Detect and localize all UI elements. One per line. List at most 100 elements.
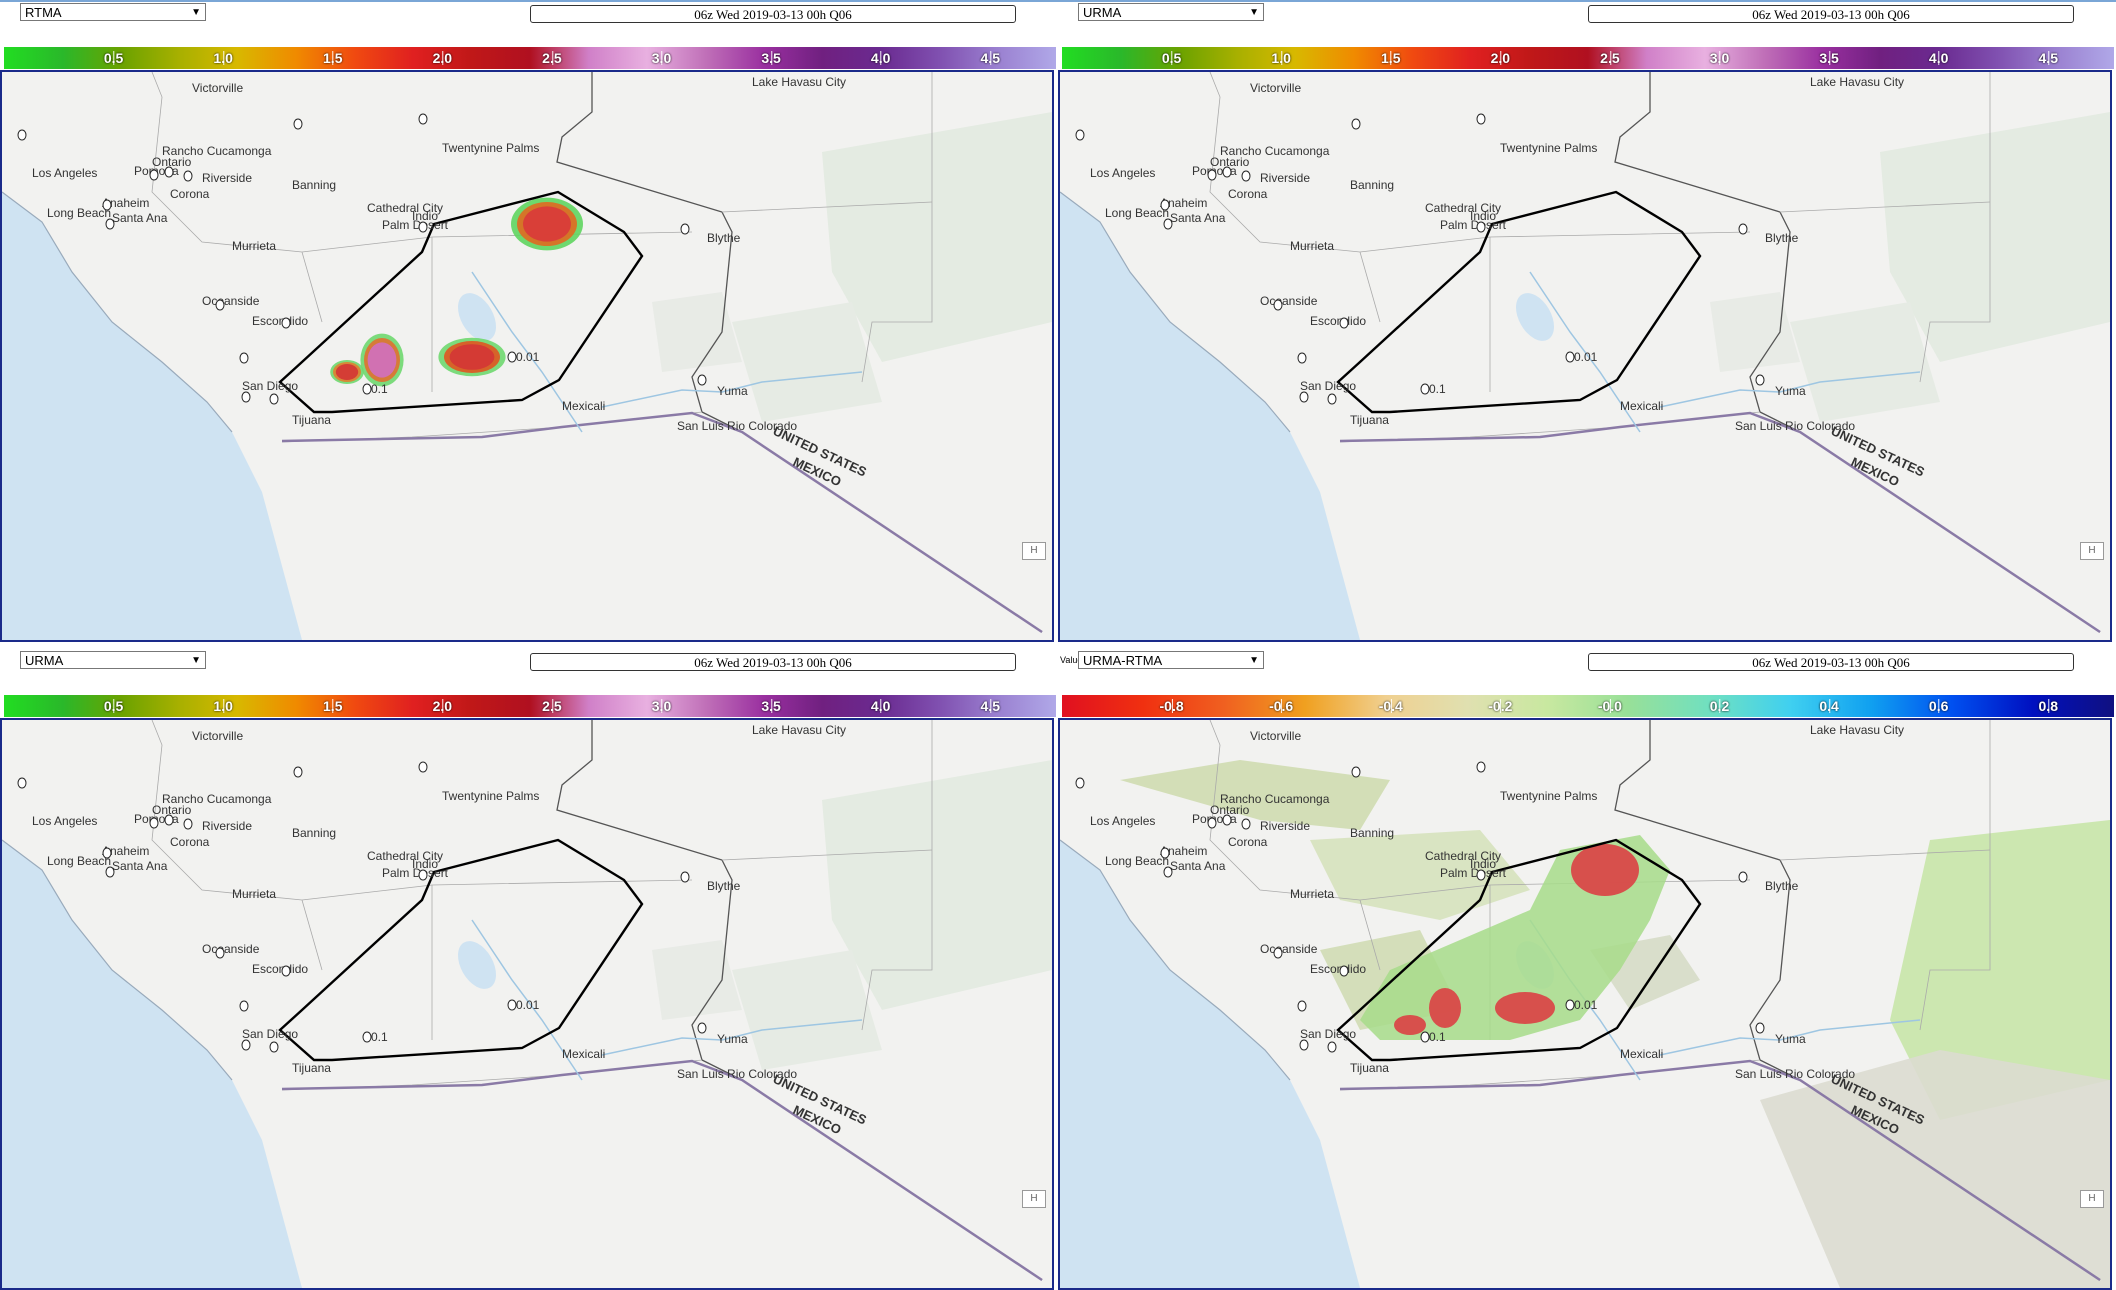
state-border [1614, 720, 2101, 1281]
colorbar-tick-label: 3.5 [761, 695, 780, 717]
forecast-area-polygon [278, 190, 644, 414]
colorbar-tick-label: -0.6 [1269, 695, 1293, 717]
field-select-value: RTMA [25, 5, 62, 20]
city-label: Anaheim [102, 844, 149, 858]
field-select[interactable]: URMA-RTMA ▼ [1078, 651, 1264, 669]
city-label: San Diego [1300, 379, 1356, 393]
station-marker [1476, 761, 1486, 773]
city-label: Indio [1470, 209, 1496, 223]
field-select[interactable]: URMA ▼ [20, 651, 206, 669]
ocean-area [2, 192, 302, 640]
forecast-area-polygon [278, 838, 644, 1062]
county-border [1779, 201, 1991, 213]
station-marker [102, 847, 112, 859]
city-label: Victorville [192, 729, 243, 743]
time-display[interactable]: 06z Wed 2019-03-13 00h Q06 [1588, 653, 2074, 671]
city-label: Oceanside [202, 294, 260, 308]
scale-icon[interactable]: H [2080, 542, 2104, 560]
station-marker [241, 391, 251, 403]
station-marker [269, 1041, 279, 1053]
scale-icon[interactable]: H [1022, 542, 1046, 560]
time-display[interactable]: 06z Wed 2019-03-13 00h Q06 [1588, 5, 2074, 23]
city-label: Victorville [1250, 729, 1301, 743]
city-label: Rancho Cucamonga [162, 144, 272, 158]
city-label: Mexicali [562, 1047, 605, 1061]
ocean-area [2, 840, 302, 1288]
station-marker [281, 317, 291, 329]
city-label: Oceanside [1260, 942, 1318, 956]
county-border [1359, 251, 1381, 323]
city-label: Escondido [252, 314, 308, 328]
station-marker [215, 299, 225, 311]
precip-blob [367, 342, 397, 378]
state-border [1614, 72, 2101, 633]
city-label: Ontario [152, 803, 192, 817]
field-select[interactable]: RTMA ▼ [20, 3, 206, 21]
city-label: Riverside [202, 819, 252, 833]
colorbar-tick-label: 0.2 [1710, 695, 1729, 717]
city-label: Tijuana [1350, 413, 1389, 427]
city-label: San Luis Rio Colorado [677, 419, 797, 433]
colorbar-tick-label: 0.5 [104, 47, 123, 69]
city-label: Cathedral City [367, 849, 443, 863]
colorbar-tick-label: 0.5 [1162, 47, 1181, 69]
svg-text:0.01: 0.01 [516, 998, 540, 1012]
station-marker [697, 1022, 707, 1034]
map-panel-2: URMA ▼ 06z Wed 2019-03-13 00h Q06 0.5 1.0 1… [0, 648, 1056, 1290]
station-marker [1476, 221, 1486, 233]
city-label: Victorville [1250, 81, 1301, 95]
station-marker: 0.1 [362, 1030, 388, 1044]
time-display[interactable]: 06z Wed 2019-03-13 00h Q06 [530, 5, 1016, 23]
terrain-shade [652, 292, 742, 372]
station-marker [1163, 866, 1173, 878]
colorbar-tick-label: 0.5 [104, 695, 123, 717]
field-select[interactable]: URMA ▼ [1078, 3, 1264, 21]
station-marker [418, 761, 428, 773]
city-label: Blythe [1765, 231, 1799, 245]
terrain-shade [1790, 302, 1940, 422]
city-label: San Luis Rio Colorado [677, 1067, 797, 1081]
colorbar: 0.5 1.0 1.5 2.0 2.5 3.0 3.5 4.0 4.5 [4, 695, 1056, 717]
river [1659, 371, 1921, 408]
field-select-value: URMA [1083, 5, 1122, 20]
city-label: Los Angeles [32, 166, 97, 180]
value-label: Value [1060, 655, 1083, 665]
river [1659, 1019, 1921, 1056]
city-label: Banning [1350, 178, 1394, 192]
station-marker [1755, 374, 1765, 386]
svg-text:0.1: 0.1 [371, 382, 388, 396]
city-label: Palm Desert [382, 866, 449, 880]
city-label: Twentynine Palms [442, 141, 539, 155]
city-label: Yuma [1775, 384, 1806, 398]
coastline [2, 839, 233, 1081]
time-display[interactable]: 06z Wed 2019-03-13 00h Q06 [530, 653, 1016, 671]
city-label: Corona [1228, 187, 1268, 201]
precip-blob [335, 364, 359, 380]
terrain-shade [1890, 820, 2110, 1120]
colorbar-tick-label: 0.4 [1819, 695, 1838, 717]
county-border [1339, 411, 1761, 443]
city-label: Corona [170, 835, 210, 849]
station-marker [164, 166, 174, 178]
colorbar-tick-label: 3.5 [761, 47, 780, 69]
station-marker [418, 869, 428, 881]
colorbar-tick-label: 4.5 [2039, 47, 2058, 69]
scale-icon[interactable]: H [1022, 1190, 1046, 1208]
scale-icon[interactable]: H [2080, 1190, 2104, 1208]
city-label: Palm Desert [1440, 866, 1507, 880]
city-label: Oceanside [202, 942, 260, 956]
colorbar-tick-label: 1.0 [1271, 47, 1290, 69]
county-border [861, 720, 933, 1031]
station-marker [215, 947, 225, 959]
station-marker [680, 223, 690, 235]
county-border [281, 1059, 703, 1091]
city-label: Ontario [1210, 803, 1250, 817]
